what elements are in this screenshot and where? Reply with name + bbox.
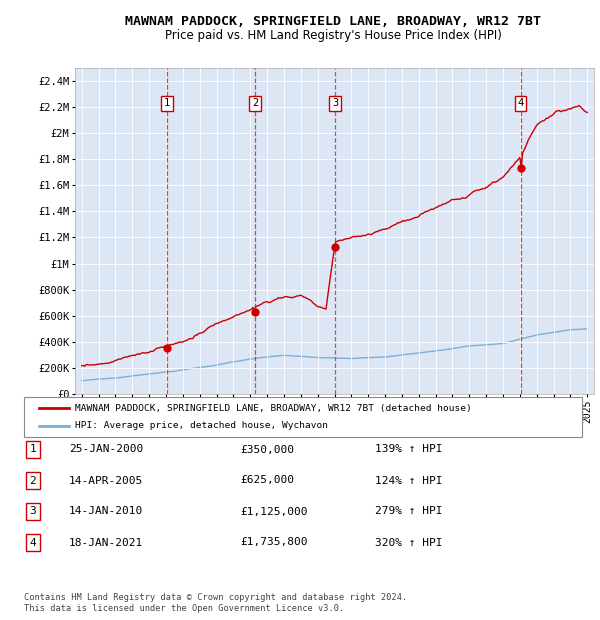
Text: Contains HM Land Registry data © Crown copyright and database right 2024.
This d: Contains HM Land Registry data © Crown c…: [24, 593, 407, 613]
Text: 14-APR-2005: 14-APR-2005: [69, 476, 143, 485]
Text: 124% ↑ HPI: 124% ↑ HPI: [375, 476, 443, 485]
Text: 3: 3: [29, 507, 37, 516]
Text: 1: 1: [164, 99, 170, 108]
Text: 2: 2: [29, 476, 37, 485]
Text: 4: 4: [518, 99, 524, 108]
Text: 139% ↑ HPI: 139% ↑ HPI: [375, 445, 443, 454]
Text: 320% ↑ HPI: 320% ↑ HPI: [375, 538, 443, 547]
Text: £625,000: £625,000: [240, 476, 294, 485]
Text: £350,000: £350,000: [240, 445, 294, 454]
Text: 279% ↑ HPI: 279% ↑ HPI: [375, 507, 443, 516]
Text: £1,735,800: £1,735,800: [240, 538, 308, 547]
Text: 25-JAN-2000: 25-JAN-2000: [69, 445, 143, 454]
Text: £1,125,000: £1,125,000: [240, 507, 308, 516]
Text: 1: 1: [29, 445, 37, 454]
Text: 2: 2: [252, 99, 258, 108]
Text: Price paid vs. HM Land Registry's House Price Index (HPI): Price paid vs. HM Land Registry's House …: [164, 30, 502, 42]
Text: 3: 3: [332, 99, 338, 108]
Text: 4: 4: [29, 538, 37, 547]
Text: 14-JAN-2010: 14-JAN-2010: [69, 507, 143, 516]
Text: MAWNAM PADDOCK, SPRINGFIELD LANE, BROADWAY, WR12 7BT: MAWNAM PADDOCK, SPRINGFIELD LANE, BROADW…: [125, 16, 541, 28]
Text: 18-JAN-2021: 18-JAN-2021: [69, 538, 143, 547]
Text: MAWNAM PADDOCK, SPRINGFIELD LANE, BROADWAY, WR12 7BT (detached house): MAWNAM PADDOCK, SPRINGFIELD LANE, BROADW…: [75, 404, 472, 412]
Text: HPI: Average price, detached house, Wychavon: HPI: Average price, detached house, Wych…: [75, 422, 328, 430]
